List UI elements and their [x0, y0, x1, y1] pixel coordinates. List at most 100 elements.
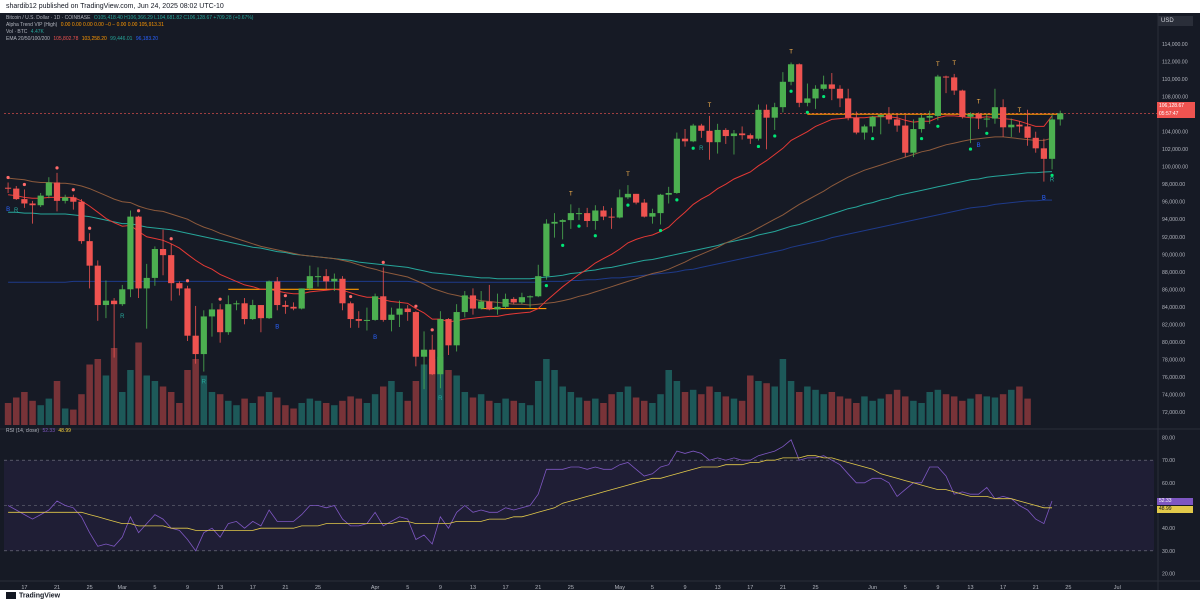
candle-body — [991, 107, 999, 119]
price-tick-label: 88,000.00 — [1162, 270, 1185, 276]
candle-body — [551, 221, 558, 224]
trend-dot — [691, 146, 695, 150]
legend-vol-label[interactable]: Vol · BTC — [6, 29, 28, 35]
candle-body — [314, 276, 322, 278]
trend-dot — [658, 228, 663, 233]
time-tick-label: 13 — [715, 585, 721, 590]
candle-body — [111, 300, 118, 305]
candle-body — [200, 316, 207, 355]
candle-body — [225, 304, 232, 333]
time-tick-label: 9 — [439, 585, 442, 590]
trend-dot — [577, 224, 581, 228]
volume-bar — [1024, 398, 1031, 425]
last-price-tag: 106,128.67 05:57:47 — [1157, 102, 1195, 118]
candle-body — [1000, 107, 1007, 128]
volume-bar — [934, 389, 942, 425]
legend-alpha-row: Alpha Trend VIP (High) 0.00 0.00 0.00 0.… — [6, 22, 166, 28]
volume-bar — [518, 403, 526, 425]
signal-marker-R: R — [120, 314, 125, 320]
volume-bar — [428, 359, 436, 425]
trend-dot — [22, 182, 26, 187]
volume-bar — [119, 392, 126, 425]
candle-body — [885, 115, 893, 120]
last-price-value: 106,128.67 — [1159, 103, 1185, 109]
signal-marker-T: T — [977, 99, 981, 105]
legend-symbol[interactable]: Bitcoin / U.S. Dollar · 1D · COINBASE — [6, 15, 91, 21]
price-tick-label: 100,000.00 — [1162, 165, 1188, 171]
volume-bar — [918, 403, 925, 425]
candle-body — [396, 308, 403, 315]
candle-body — [461, 295, 468, 313]
legend-alpha-label[interactable]: Alpha Trend VIP (High) — [6, 22, 58, 28]
volume-bar — [192, 359, 199, 425]
candle-body — [70, 197, 77, 202]
legend-ema-label[interactable]: EMA 20/50/100/200 — [6, 36, 50, 42]
price-tick-label: 96,000.00 — [1162, 200, 1185, 206]
volume-bar — [608, 394, 615, 425]
legend-vol-value: 4.47K — [30, 29, 44, 35]
volume-bar — [689, 389, 697, 425]
price-tick-label: 78,000.00 — [1162, 357, 1185, 363]
volume-bar — [877, 398, 885, 425]
volume-bar — [37, 405, 44, 425]
signal-marker-B: B — [977, 143, 981, 149]
signal-marker-T: T — [1018, 108, 1022, 114]
legend-rsi-label[interactable]: RSI (14, close) — [6, 428, 40, 434]
volume-bar — [200, 375, 208, 425]
rsi-value-tag: 52.33 — [1157, 498, 1193, 505]
volume-bar — [983, 396, 991, 425]
price-tick-label: 92,000.00 — [1162, 235, 1185, 241]
candle-body — [339, 278, 346, 304]
candle-body — [404, 308, 411, 313]
legend-ema-row: EMA 20/50/100/200 105,802.78 103,258.20 … — [6, 36, 160, 42]
volume-bar — [437, 356, 444, 425]
volume-bar — [787, 381, 795, 425]
candle-body — [78, 201, 85, 242]
volume-bar — [828, 392, 836, 425]
price-tick-label: 84,000.00 — [1162, 305, 1185, 311]
tradingview-logo[interactable]: TradingView — [6, 592, 60, 599]
candle-body — [771, 107, 778, 118]
rsi-ma-line — [8, 455, 1052, 531]
volume-bar — [298, 403, 305, 425]
trend-dot — [544, 284, 548, 288]
price-tick-label: 94,000.00 — [1162, 217, 1185, 223]
price-tick-label: 110,000.00 — [1162, 77, 1188, 83]
time-tick-label: 25 — [812, 585, 818, 590]
volume-bar — [502, 398, 509, 425]
volume-bar — [110, 348, 118, 425]
volume-bar — [143, 375, 150, 425]
rsi-tick-label: 70.00 — [1162, 458, 1175, 464]
signal-marker-B: B — [6, 207, 10, 213]
volume-bar — [339, 400, 346, 425]
volume-bar — [747, 375, 754, 425]
volume-bar — [959, 400, 966, 425]
candle-body — [290, 306, 297, 309]
ema100-line — [8, 171, 1053, 280]
candle-body — [4, 187, 12, 189]
price-tick-label: 82,000.00 — [1162, 322, 1185, 328]
candle-body — [135, 216, 142, 289]
currency-button[interactable]: USD — [1158, 16, 1193, 26]
volume-bar — [208, 392, 216, 425]
chart-panel[interactable]: R B R B B R R T T T R T T T T T B B R 114,000.00 112,000.00 1… — [0, 13, 1200, 590]
volume-bar — [249, 403, 257, 425]
candle-body — [820, 84, 827, 89]
candle-body — [893, 119, 901, 126]
price-tick-label: 104,000.00 — [1162, 130, 1188, 136]
rsi-tick-label: 30.00 — [1162, 549, 1175, 555]
candle-body — [853, 117, 860, 133]
volume-bar — [265, 392, 273, 425]
volume-bar — [836, 396, 844, 425]
candle-body — [282, 305, 289, 307]
candle-body — [1057, 113, 1064, 120]
price-tick-label: 108,000.00 — [1162, 95, 1188, 101]
candle-body — [983, 118, 990, 120]
volume-bar — [94, 359, 102, 425]
volume-bar — [151, 381, 159, 425]
legend-symbol-row: Bitcoin / U.S. Dollar · 1D · COINBASE O1… — [6, 15, 255, 21]
candle-body — [649, 213, 656, 217]
candle-body — [274, 281, 281, 306]
candle-body — [257, 305, 265, 319]
